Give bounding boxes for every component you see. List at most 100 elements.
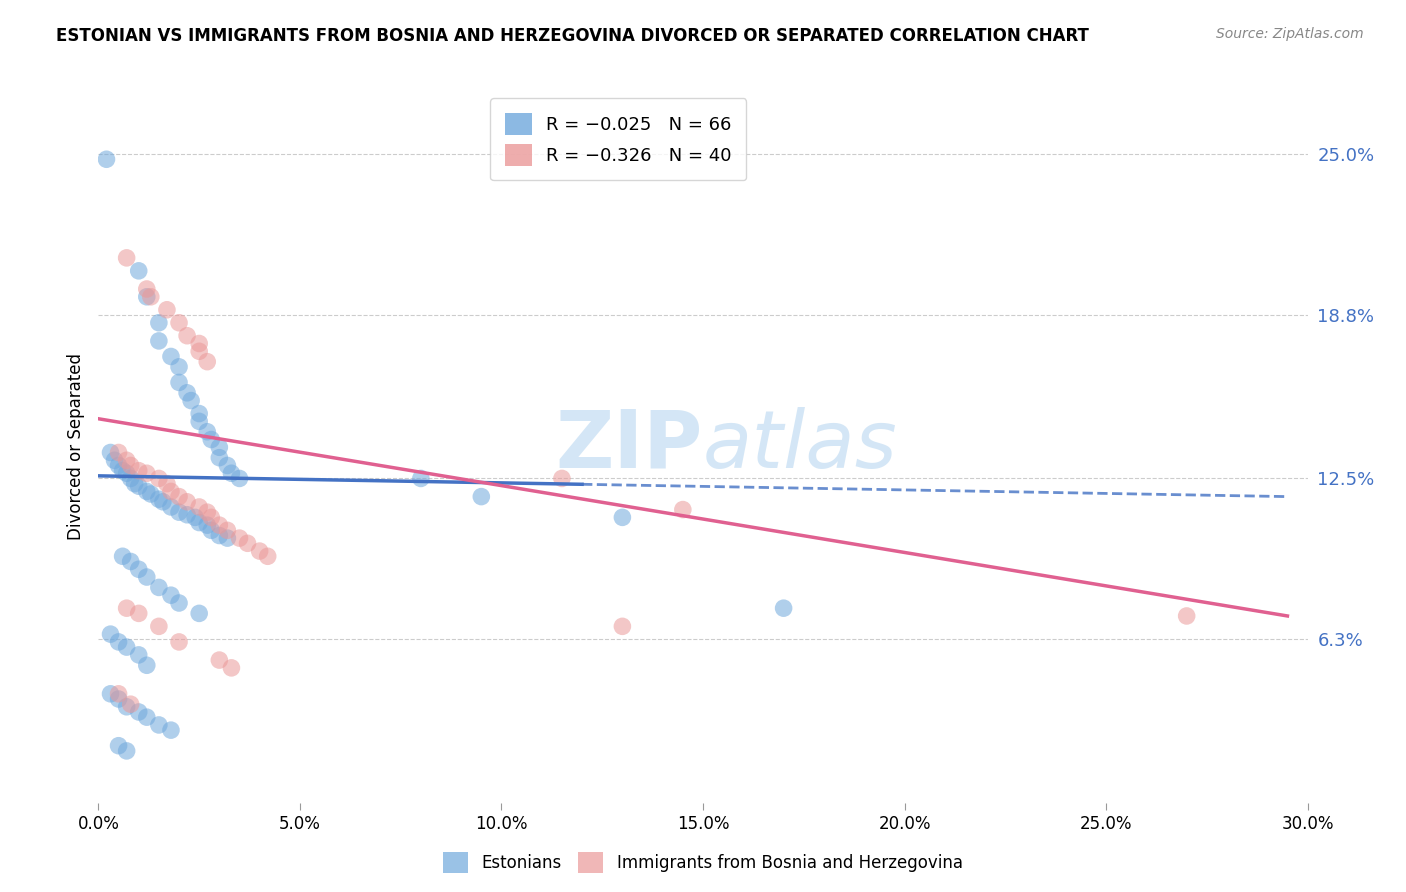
Point — [100, 627, 122, 641]
Point — [128, 648, 150, 662]
Point — [612, 510, 634, 524]
Point — [160, 500, 183, 514]
Point — [470, 490, 492, 504]
Point — [612, 619, 634, 633]
Point — [772, 601, 794, 615]
Point — [167, 359, 190, 374]
Point — [195, 518, 218, 533]
Point — [221, 467, 243, 481]
Point — [208, 528, 231, 542]
Point — [217, 524, 239, 538]
Point — [139, 487, 162, 501]
Point — [160, 350, 183, 364]
Point — [107, 739, 129, 753]
Point — [148, 471, 170, 485]
Point — [167, 505, 190, 519]
Point — [124, 476, 146, 491]
Point — [128, 479, 150, 493]
Point — [135, 484, 157, 499]
Point — [135, 658, 157, 673]
Point — [208, 440, 231, 454]
Point — [160, 723, 183, 738]
Point — [200, 510, 222, 524]
Point — [111, 464, 134, 478]
Point — [195, 354, 218, 368]
Point — [115, 453, 138, 467]
Point — [188, 407, 211, 421]
Point — [107, 635, 129, 649]
Point — [135, 282, 157, 296]
Point — [100, 445, 122, 459]
Point — [176, 508, 198, 522]
Point — [228, 531, 250, 545]
Point — [672, 502, 695, 516]
Point — [152, 495, 174, 509]
Point — [128, 562, 150, 576]
Point — [208, 450, 231, 465]
Point — [135, 467, 157, 481]
Point — [188, 344, 211, 359]
Point — [148, 619, 170, 633]
Point — [107, 692, 129, 706]
Point — [208, 653, 231, 667]
Point — [167, 596, 190, 610]
Point — [160, 484, 183, 499]
Point — [148, 316, 170, 330]
Point — [120, 697, 142, 711]
Legend: R = −0.025   N = 66, R = −0.326   N = 40: R = −0.025 N = 66, R = −0.326 N = 40 — [491, 98, 747, 180]
Point — [135, 290, 157, 304]
Point — [200, 524, 222, 538]
Point — [221, 661, 243, 675]
Point — [135, 710, 157, 724]
Point — [236, 536, 259, 550]
Point — [160, 588, 183, 602]
Point — [156, 302, 179, 317]
Point — [148, 581, 170, 595]
Point — [167, 635, 190, 649]
Point — [135, 570, 157, 584]
Point — [115, 699, 138, 714]
Point — [120, 458, 142, 473]
Text: atlas: atlas — [703, 407, 898, 485]
Point — [188, 414, 211, 428]
Point — [180, 393, 202, 408]
Point — [148, 334, 170, 348]
Point — [120, 471, 142, 485]
Point — [208, 518, 231, 533]
Point — [115, 744, 138, 758]
Point — [176, 495, 198, 509]
Point — [96, 153, 118, 167]
Point — [195, 425, 218, 439]
Text: ZIP: ZIP — [555, 407, 703, 485]
Point — [128, 464, 150, 478]
Point — [156, 476, 179, 491]
Point — [167, 316, 190, 330]
Point — [551, 471, 574, 485]
Point — [107, 687, 129, 701]
Point — [249, 544, 271, 558]
Point — [115, 640, 138, 654]
Point — [176, 328, 198, 343]
Point — [188, 516, 211, 530]
Text: Source: ZipAtlas.com: Source: ZipAtlas.com — [1216, 27, 1364, 41]
Point — [176, 385, 198, 400]
Point — [128, 705, 150, 719]
Point — [115, 601, 138, 615]
Point — [188, 607, 211, 621]
Point — [228, 471, 250, 485]
Point — [188, 500, 211, 514]
Point — [167, 490, 190, 504]
Point — [148, 718, 170, 732]
Legend: Estonians, Immigrants from Bosnia and Herzegovina: Estonians, Immigrants from Bosnia and He… — [436, 846, 970, 880]
Point — [256, 549, 278, 564]
Point — [148, 492, 170, 507]
Point — [100, 687, 122, 701]
Point — [103, 453, 125, 467]
Point — [167, 376, 190, 390]
Text: ESTONIAN VS IMMIGRANTS FROM BOSNIA AND HERZEGOVINA DIVORCED OR SEPARATED CORRELA: ESTONIAN VS IMMIGRANTS FROM BOSNIA AND H… — [56, 27, 1090, 45]
Point — [184, 510, 207, 524]
Point — [139, 290, 162, 304]
Point — [195, 505, 218, 519]
Point — [107, 445, 129, 459]
Point — [200, 433, 222, 447]
